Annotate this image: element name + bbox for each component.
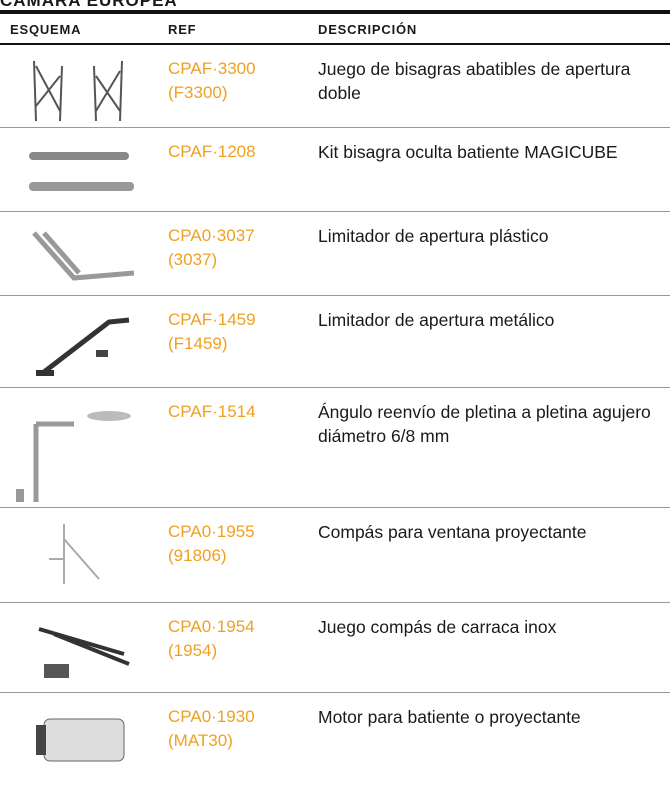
ref-code: CPAF·1208 (168, 142, 256, 161)
table-row: CPA0·1930 (MAT30) Motor para batiente o pr… (0, 693, 670, 799)
ref-code: CPAF·3300 (168, 59, 256, 78)
schematic-image (14, 514, 149, 602)
header-cell: ESQUEMA (10, 22, 82, 37)
schematic (29, 152, 134, 191)
ref-alt: (91806) (168, 546, 227, 565)
ref-cell: CPA0·1955 (91806) (168, 520, 255, 568)
ref-cell: CPA0·1954 (1954) (168, 615, 255, 663)
ref-code: CPA0·1954 (168, 617, 255, 636)
ref-cell: CPAF·1459 (F1459) (168, 308, 256, 356)
schematic (49, 524, 100, 584)
header-cell: DESCRIPCIÓN (318, 22, 418, 37)
schematic-image (14, 699, 149, 798)
schematic-image (14, 302, 149, 387)
ref-cell: CPA0·3037 (3037) (168, 224, 255, 272)
ref-cell: CPA0·1930 (MAT30) (168, 705, 255, 753)
schematic (32, 231, 135, 281)
ref-alt: (F3300) (168, 83, 228, 102)
schematic (36, 718, 125, 762)
schematic (38, 627, 130, 678)
table-row: CPA0·3037 (3037) Limitador de apertura plá… (0, 212, 670, 296)
ref-alt: (3037) (168, 250, 218, 269)
section-title: CÁMARA EUROPEA (0, 0, 178, 10)
schematic (36, 317, 130, 376)
header-rule (0, 43, 670, 45)
table-row: CPAF·1459 (F1459) Limitador de apertura me… (0, 296, 670, 388)
description: Compás para ventana proyectante (318, 522, 587, 542)
description: Motor para batiente o proyectante (318, 707, 581, 727)
table-row: CPAF·1514 Ángulo reenvío de pletina a ple… (0, 388, 670, 508)
table-row: CPAF·3300 (F3300) Juego de bisagras abatib… (0, 45, 670, 128)
schematic-image (14, 134, 149, 211)
ref-code: CPA0·1955 (168, 522, 255, 541)
description: Limitador de apertura plástico (318, 226, 549, 246)
ref-code: CPAF·1514 (168, 402, 256, 421)
table-row: CPAF·1208 Kit bisagra oculta batiente MAG… (0, 128, 670, 212)
description: Ángulo reenvío de pletina a pletina aguj… (318, 402, 651, 446)
schematic-image (14, 51, 149, 127)
ref-alt: (F1459) (168, 334, 228, 353)
ref-cell: CPAF·3300 (F3300) (168, 57, 256, 105)
ref-code: CPA0·1930 (168, 707, 255, 726)
ref-cell: CPAF·1208 (168, 140, 256, 164)
description: Kit bisagra oculta batiente MAGICUBE (318, 142, 618, 162)
ref-cell: CPAF·1514 (168, 400, 256, 424)
ref-alt: (1954) (168, 641, 218, 660)
ref-code: CPA0·3037 (168, 226, 255, 245)
table-row: CPA0·1954 (1954) Juego compás de carraca i… (0, 603, 670, 693)
schematic (16, 411, 131, 504)
schematic-image (14, 394, 149, 507)
description: Juego de bisagras abatibles de apertura … (318, 59, 631, 103)
description: Limitador de apertura metálico (318, 310, 555, 330)
top-rule (0, 10, 670, 14)
schematic (33, 60, 123, 122)
header-cell: REF (168, 22, 197, 37)
ref-code: CPAF·1459 (168, 310, 256, 329)
schematic-image (14, 218, 149, 295)
schematic-image (14, 609, 149, 692)
ref-alt: (MAT30) (168, 731, 233, 750)
description: Juego compás de carraca inox (318, 617, 557, 637)
table-row: CPA0·1955 (91806) Compás para ventana proy… (0, 508, 670, 603)
